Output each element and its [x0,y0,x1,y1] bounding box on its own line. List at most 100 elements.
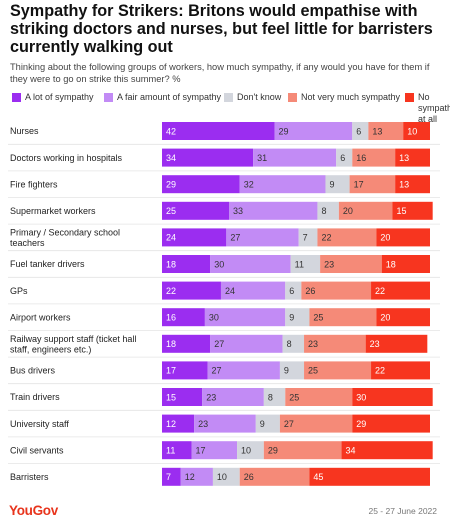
bar-segment-bus-drivers-a-fair-amount-of-sympathy [207,361,280,380]
legend-label-not-very-much: Not very much sympathy [301,92,401,102]
legend-label-no-sympathy: No sympathy at all [418,92,450,124]
bar-segment-doctors-working-in-hospitals-not-very-much-sympathy [352,148,396,167]
data-label-airport-workers-a-lot-of-sympathy: 16 [166,313,176,323]
data-label-supermarket-workers-a-fair-amount-of-sympathy: 33 [233,206,243,216]
data-label-nurses-no-sympathy-at-all: 10 [407,126,417,136]
category-label-barristers: Barristers [10,472,49,482]
bar-segment-doctors-working-in-hospitals-no-sympathy-at-all [395,148,430,167]
bar-segment-civil-servants-no-sympathy-at-all [341,441,433,460]
bar-segment-railway-support-staff-ticket-hall-staff-engineers-etc-don-t-know [282,334,305,353]
bar-segment-nurses-a-lot-of-sympathy [162,122,275,140]
bar-segment-doctors-working-in-hospitals-a-fair-amount-of-sympathy [253,148,337,167]
data-label-bus-drivers-a-lot-of-sympathy: 17 [166,366,176,376]
category-label-fuel-tanker-drivers: Fuel tanker drivers [10,259,85,269]
bar-segment-railway-support-staff-ticket-hall-staff-engineers-etc-a-lot-of-sympathy [162,334,211,353]
data-label-train-drivers-no-sympathy-at-all: 30 [356,392,366,402]
bar-segment-university-staff-not-very-much-sympathy [279,414,353,433]
bar-segment-fuel-tanker-drivers-a-lot-of-sympathy [162,255,211,273]
category-label-nurses: Nurses [10,126,39,136]
legend-swatch-no-sympathy [405,93,414,102]
data-label-nurses-a-fair-amount-of-sympathy: 29 [279,126,289,136]
bar-segment-airport-workers-a-lot-of-sympathy [162,308,205,327]
category-label-railway-support-staff-ticket-hall-staff-engineers-etc: Railway support staff (ticket hall staff,… [10,334,136,355]
legend-swatch-fair-amount [104,93,113,102]
bar-segment-fire-fighters-don-t-know [325,175,350,194]
bar-segment-fuel-tanker-drivers-no-sympathy-at-all [381,255,430,273]
data-label-fire-fighters-a-fair-amount-of-sympathy: 32 [244,180,254,190]
data-label-primary-secondary-school-teachers-no-sympathy-at-all: 20 [380,233,390,243]
category-label-supermarket-workers: Supermarket workers [10,206,96,216]
data-label-university-staff-a-lot-of-sympathy: 12 [166,419,176,429]
data-label-barristers-a-fair-amount-of-sympathy: 12 [185,472,195,482]
bar-segment-primary-secondary-school-teachers-don-t-know [298,228,318,247]
data-label-railway-support-staff-ticket-hall-staff-engineers-etc-a-lot-of-sympathy: 18 [166,339,176,349]
data-label-fire-fighters-no-sympathy-at-all: 13 [399,180,409,190]
bar-segment-gps-not-very-much-sympathy [301,281,372,300]
data-label-doctors-working-in-hospitals-no-sympathy-at-all: 13 [399,153,409,163]
bar-segment-fire-fighters-not-very-much-sympathy [349,175,396,194]
data-label-university-staff-don-t-know: 9 [260,419,265,429]
data-label-railway-support-staff-ticket-hall-staff-engineers-etc-don-t-know: 8 [287,339,292,349]
data-label-bus-drivers-don-t-know: 9 [284,366,289,376]
data-label-train-drivers-a-lot-of-sympathy: 15 [166,392,176,402]
data-label-barristers-a-lot-of-sympathy: 7 [166,472,171,482]
data-label-nurses-not-very-much-sympathy: 13 [372,126,382,136]
legend-label-fair-amount: A fair amount of sympathy [117,92,222,102]
bar-segment-fuel-tanker-drivers-not-very-much-sympathy [320,255,382,273]
category-label-civil-servants: Civil servants [10,445,64,455]
data-label-airport-workers-no-sympathy-at-all: 20 [380,313,390,323]
data-label-primary-secondary-school-teachers-a-lot-of-sympathy: 24 [166,233,176,243]
category-label-fire-fighters: Fire fighters [10,179,58,189]
legend-swatch-dont-know [224,93,233,102]
bar-segment-civil-servants-don-t-know [237,441,264,460]
bar-segment-civil-servants-a-lot-of-sympathy [162,441,192,460]
bar-segment-airport-workers-don-t-know [285,308,310,327]
category-label-primary-secondary-school-teachers: Primary / Secondary school teachers [10,227,120,248]
data-label-doctors-working-in-hospitals-don-t-know: 6 [340,153,345,163]
data-label-primary-secondary-school-teachers-don-t-know: 7 [303,233,308,243]
bar-segment-barristers-a-lot-of-sympathy [162,467,181,486]
bar-segment-university-staff-don-t-know [255,414,280,433]
data-label-train-drivers-not-very-much-sympathy: 25 [289,392,299,402]
data-label-civil-servants-not-very-much-sympathy: 29 [268,446,278,456]
data-label-bus-drivers-not-very-much-sympathy: 25 [308,366,318,376]
data-label-civil-servants-a-fair-amount-of-sympathy: 17 [195,446,205,456]
bar-segment-railway-support-staff-ticket-hall-staff-engineers-etc-no-sympathy-at-all [365,334,428,353]
bar-segment-train-drivers-a-fair-amount-of-sympathy [202,388,264,406]
bar-segment-supermarket-workers-a-fair-amount-of-sympathy [229,201,318,220]
legend-swatch-not-very-much [288,93,297,102]
bar-segment-fire-fighters-no-sympathy-at-all [395,175,430,194]
data-label-primary-secondary-school-teachers-not-very-much-sympathy: 22 [321,233,331,243]
bar-segment-airport-workers-no-sympathy-at-all [376,308,430,327]
bar-segment-fire-fighters-a-fair-amount-of-sympathy [239,175,326,194]
bar-segment-bus-drivers-not-very-much-sympathy [304,361,372,380]
bar-segment-bus-drivers-a-lot-of-sympathy [162,361,208,380]
category-label-doctors-working-in-hospitals: Doctors working in hospitals [10,153,123,163]
bar-segment-primary-secondary-school-teachers-a-fair-amount-of-sympathy [226,228,299,247]
bar-segment-primary-secondary-school-teachers-a-lot-of-sympathy [162,228,227,247]
bar-segment-nurses-no-sympathy-at-all [403,122,430,140]
bar-segment-train-drivers-not-very-much-sympathy [285,388,353,406]
chart-title: Sympathy for Strikers: Britons would emp… [10,2,433,56]
data-label-university-staff-no-sympathy-at-all: 29 [356,419,366,429]
bar-segment-gps-a-lot-of-sympathy [162,281,221,300]
data-label-doctors-working-in-hospitals-not-very-much-sympathy: 16 [356,153,366,163]
data-label-university-staff-not-very-much-sympathy: 27 [284,419,294,429]
bar-segment-railway-support-staff-ticket-hall-staff-engineers-etc-a-fair-amount-of-sympathy [210,334,283,353]
category-label-train-drivers: Train drivers [10,392,60,402]
bar-segment-barristers-don-t-know [212,467,240,486]
data-label-civil-servants-no-sympathy-at-all: 34 [346,446,356,456]
bar-segment-railway-support-staff-ticket-hall-staff-engineers-etc-not-very-much-sympathy [304,334,366,353]
data-label-nurses-don-t-know: 6 [356,126,361,136]
data-label-airport-workers-not-very-much-sympathy: 25 [313,313,323,323]
bar-segment-fuel-tanker-drivers-don-t-know [290,255,321,273]
bar-segment-bus-drivers-no-sympathy-at-all [371,361,430,380]
bar-segment-airport-workers-a-fair-amount-of-sympathy [204,308,286,327]
bar-segment-doctors-working-in-hospitals-don-t-know [336,148,353,167]
data-label-nurses-a-lot-of-sympathy: 42 [166,126,176,136]
data-label-civil-servants-a-lot-of-sympathy: 11 [166,446,175,456]
data-label-supermarket-workers-a-lot-of-sympathy: 25 [166,206,176,216]
bar-segment-supermarket-workers-not-very-much-sympathy [338,201,393,220]
bar-segment-university-staff-a-lot-of-sympathy [162,414,195,433]
